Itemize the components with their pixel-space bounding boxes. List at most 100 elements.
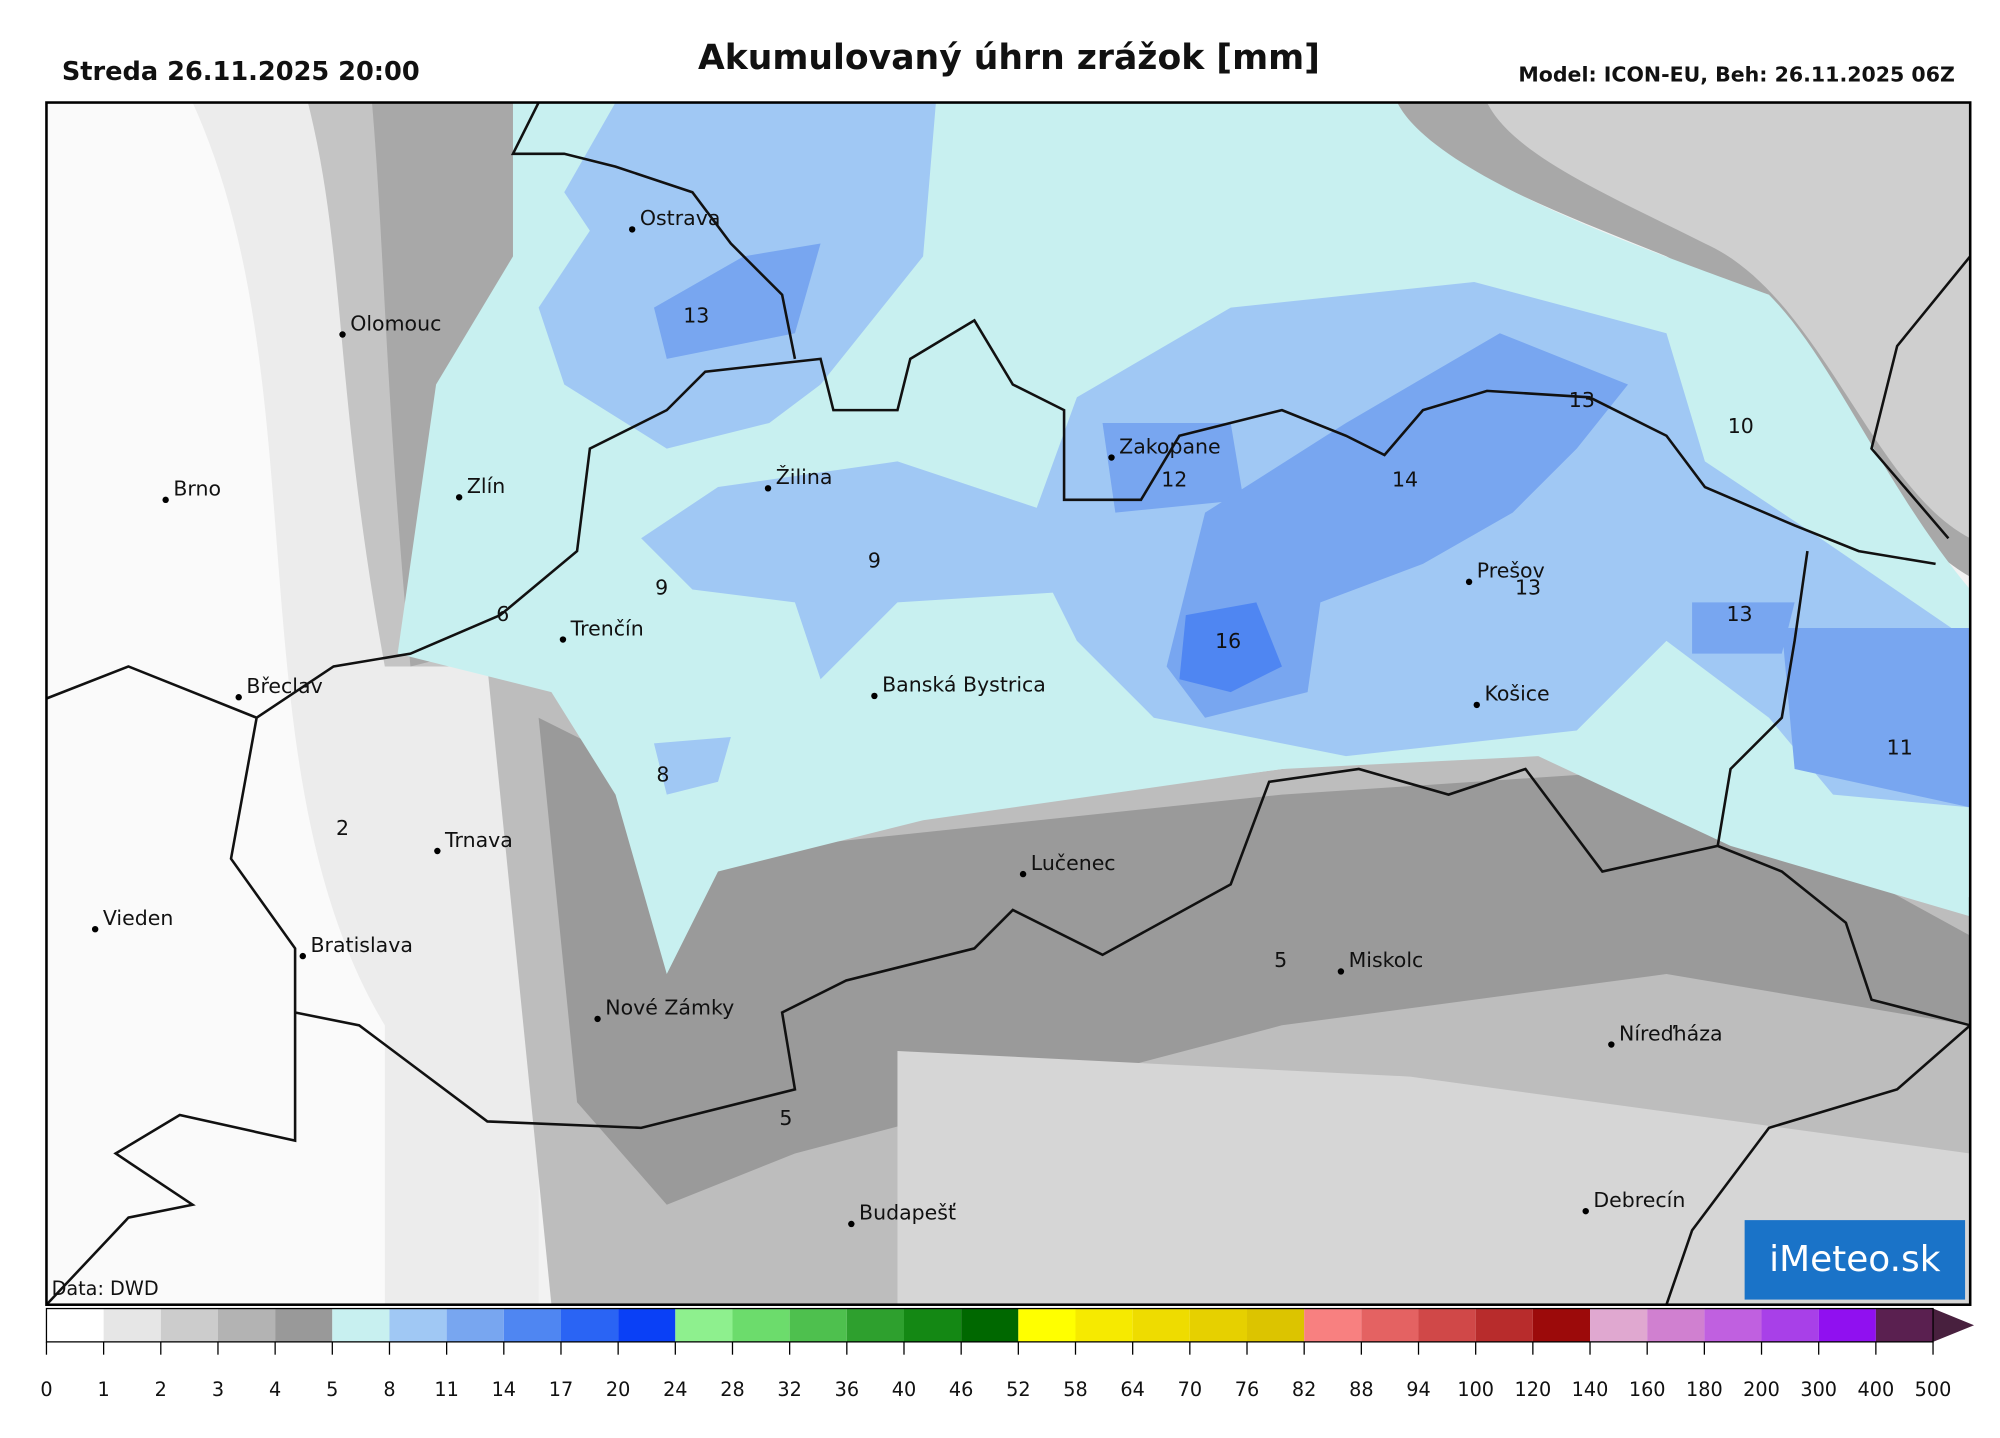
map <box>45 101 1972 1306</box>
city-label: Trenčín <box>570 616 644 640</box>
map-value: 10 <box>1728 414 1754 438</box>
colorbar-segment <box>1704 1308 1762 1342</box>
colorbar-tick-label: 76 <box>1235 1378 1259 1401</box>
city-dot <box>235 694 242 701</box>
colorbar-segment <box>732 1308 790 1342</box>
colorbar-segment <box>1875 1308 1934 1342</box>
colorbar-segment <box>675 1308 733 1342</box>
map-value: 2 <box>336 816 349 840</box>
colorbar-tick-label: 5 <box>326 1378 338 1401</box>
colorbar-segment <box>1647 1308 1705 1342</box>
colorbar-segment <box>217 1308 276 1342</box>
city-dot <box>434 847 441 855</box>
map-value: 6 <box>496 602 509 626</box>
colorbar-tick-label: 100 <box>1457 1378 1494 1401</box>
colorbar-tick-label: 46 <box>949 1378 973 1401</box>
city-dot <box>339 331 346 338</box>
city-label: Miskolc <box>1349 948 1424 972</box>
colorbar-tick-label: 58 <box>1063 1378 1087 1401</box>
city-label: Košice <box>1484 682 1549 706</box>
colorbar-tick-label: 88 <box>1349 1378 1373 1401</box>
city-label: Nové Zámky <box>605 996 734 1020</box>
map-value: 5 <box>1274 948 1287 972</box>
colorbar-tick-label: 4 <box>269 1378 281 1401</box>
city-dot <box>162 496 169 504</box>
colorbar-tick-label: 1 <box>98 1378 110 1401</box>
city-label: Trnava <box>444 828 513 852</box>
map-value: 13 <box>683 304 709 328</box>
city-dot <box>1337 968 1345 975</box>
colorbar-segment <box>1475 1308 1533 1342</box>
value-layer: 13 12 14 13 10 9 9 6 16 13 13 11 8 2 5 5 <box>336 304 1913 1130</box>
map-value: 13 <box>1569 388 1595 412</box>
city-dot <box>1108 454 1115 461</box>
city-dot <box>594 1015 601 1023</box>
colorbar-segment <box>789 1308 847 1342</box>
colorbar-segment <box>903 1308 962 1342</box>
colorbar-tick-label: 180 <box>1686 1378 1723 1401</box>
date-label: Streda 26.11.2025 20:00 <box>62 57 420 87</box>
city-label: Níreďháza <box>1619 1021 1723 1045</box>
colorbar-segment <box>389 1308 447 1342</box>
city-label: Lučenec <box>1031 851 1116 875</box>
city-label: Zlín <box>467 474 505 498</box>
colorbar-segment <box>1818 1308 1876 1342</box>
city-label: Břeclav <box>246 674 322 698</box>
colorbar-segment <box>1532 1308 1591 1342</box>
city-label: Budapešť <box>859 1201 956 1225</box>
colorbar-tick-label: 11 <box>434 1378 458 1401</box>
colorbar-segment <box>1075 1308 1133 1342</box>
colorbar-segment <box>1418 1308 1476 1342</box>
colorbar-tick-label: 14 <box>492 1378 516 1401</box>
city-dot <box>559 636 567 643</box>
colorbar-segment <box>446 1308 504 1342</box>
colorbar-tick-label: 120 <box>1515 1378 1552 1401</box>
city-dot <box>871 692 878 700</box>
colorbar-segment <box>560 1308 619 1342</box>
map-value: 14 <box>1392 468 1418 492</box>
colorbar-tick-label: 64 <box>1120 1378 1144 1401</box>
colorbar-tick-label: 0 <box>40 1378 52 1401</box>
map-value: 13 <box>1726 602 1752 626</box>
logo: iMeteo.sk <box>1769 1239 1941 1280</box>
city-dot <box>299 952 306 960</box>
colorbar-segment <box>846 1308 904 1342</box>
colorbar-tick-label: 28 <box>720 1378 744 1401</box>
colorbar-segment <box>1247 1308 1305 1342</box>
city-label: Banská Bystrica <box>882 673 1046 697</box>
colorbar-segment <box>275 1308 333 1342</box>
city-label: Bratislava <box>310 933 412 957</box>
map-title: Akumulovaný úhrn zrážok [mm] <box>698 38 1320 78</box>
model-label: Model: ICON-EU, Beh: 26.11.2025 06Z <box>1518 63 1954 87</box>
logo-box <box>1744 1220 1966 1300</box>
colorbar-segment <box>1590 1308 1648 1342</box>
city-dot <box>764 485 772 492</box>
map-value: 9 <box>868 548 881 572</box>
map-value: 5 <box>779 1106 792 1130</box>
city-dot <box>1465 578 1473 586</box>
map-value: 9 <box>655 575 668 599</box>
city-label: Brno <box>173 477 221 501</box>
city-label: Prešov <box>1477 559 1545 583</box>
colorbar-tick-label: 17 <box>549 1378 573 1401</box>
colorbar-segment <box>1304 1308 1362 1342</box>
colorbar-segment <box>160 1308 218 1342</box>
colorbar-tick-label: 8 <box>383 1378 395 1401</box>
city-dot <box>91 925 99 933</box>
colorbar-tick-label: 2 <box>155 1378 167 1401</box>
colorbar-tick-label: 94 <box>1406 1378 1430 1401</box>
map-value: 12 <box>1161 468 1187 492</box>
city-dot <box>1473 701 1480 709</box>
colorbar-segment <box>1761 1308 1819 1342</box>
colorbar-segment <box>618 1308 676 1342</box>
colorbar-tick-label: 82 <box>1292 1378 1316 1401</box>
map-value: 16 <box>1215 629 1241 653</box>
city-dot <box>1019 870 1027 878</box>
colorbar-segment <box>961 1308 1019 1342</box>
colorbar-segment <box>332 1308 390 1342</box>
colorbar-tick-label: 40 <box>892 1378 916 1401</box>
colorbar-segment <box>46 1308 104 1342</box>
city-label: Zakopane <box>1119 434 1220 458</box>
colorbar-arrow <box>1933 1308 1975 1342</box>
